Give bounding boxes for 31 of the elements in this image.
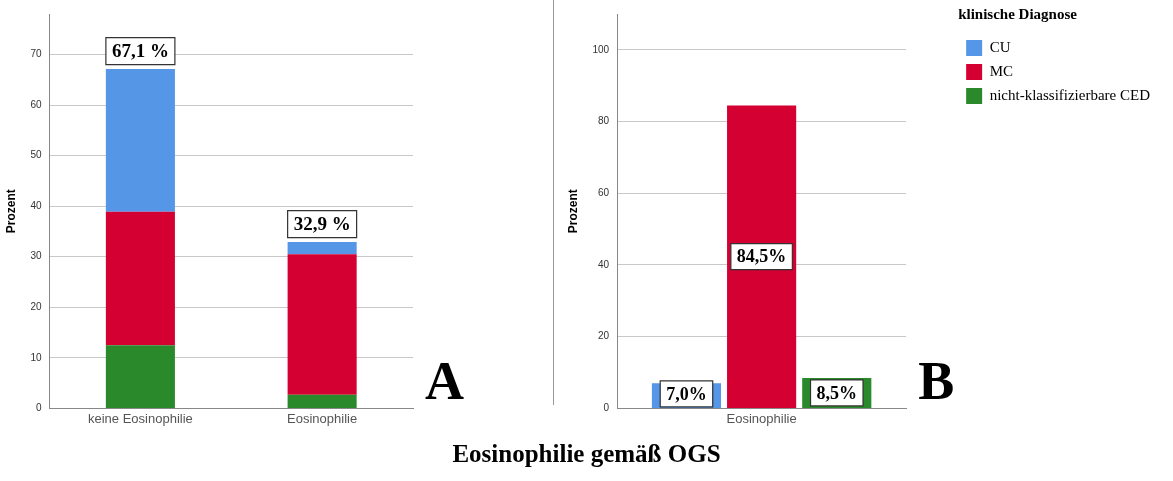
- y-axis-title: Prozent: [565, 189, 580, 234]
- y-tick-label: 10: [30, 351, 42, 363]
- y-axis-title: Prozent: [3, 189, 18, 234]
- y-tick-label: 0: [35, 402, 42, 414]
- legend-title: klinische Diagnose: [958, 6, 1078, 23]
- x-tick-label: Eosinophilie: [726, 410, 797, 426]
- text: A: [425, 351, 464, 412]
- y-tick-label: 30: [30, 250, 42, 262]
- legend-label: MC: [989, 62, 1013, 79]
- y-tick-label: 100: [592, 43, 610, 55]
- legend-label: nicht-klassifizierbare CED: [989, 86, 1151, 103]
- x-tick-label: keine Eosinophilie: [87, 410, 193, 426]
- data-label: 84,5%: [736, 246, 787, 267]
- y-tick-label: 20: [30, 301, 42, 313]
- y-tick-label: 0: [603, 402, 610, 414]
- x-tick-label: Eosinophilie: [287, 410, 358, 426]
- y-tick-label: 20: [597, 330, 610, 342]
- data-label: 8,5%: [816, 382, 858, 403]
- data-label: 7,0%: [666, 383, 707, 404]
- x-axis-title: Eosinophilie gemäß OGS: [451, 440, 722, 468]
- total-label: 67,1 %: [111, 40, 169, 62]
- y-tick-label: 50: [30, 149, 42, 161]
- y-tick-label: 60: [597, 187, 610, 199]
- text: B: [918, 351, 955, 412]
- y-tick-label: 60: [30, 98, 42, 110]
- y-tick-label: 80: [597, 115, 610, 127]
- legend-label: CU: [989, 38, 1011, 55]
- total-label: 32,9 %: [293, 212, 351, 234]
- y-tick-label: 70: [30, 48, 42, 60]
- y-tick-label: 40: [30, 199, 42, 211]
- y-tick-label: 40: [597, 258, 610, 270]
